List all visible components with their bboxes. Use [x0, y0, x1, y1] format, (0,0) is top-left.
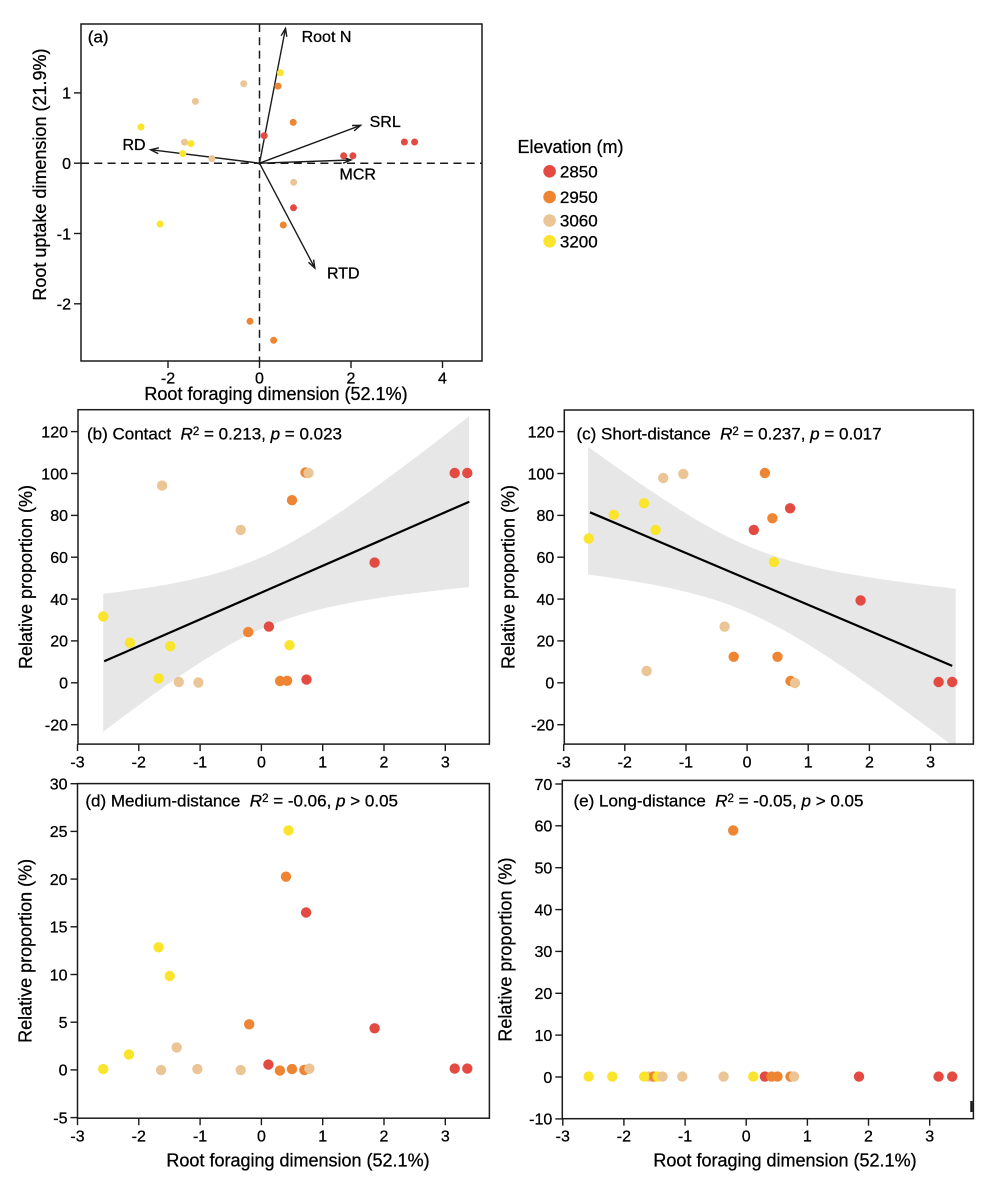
- svg-text:(d) Medium-distance R2 = -0.0: (d) Medium-distance R2 = -0.06, p > 0.05: [85, 792, 398, 811]
- svg-text:0: 0: [59, 1063, 68, 1080]
- svg-text:Relative proportion (%): Relative proportion (%): [499, 485, 519, 669]
- svg-text:20: 20: [537, 634, 555, 651]
- svg-text:120: 120: [528, 424, 555, 441]
- svg-text:2: 2: [380, 1129, 389, 1146]
- svg-text:3060: 3060: [560, 212, 598, 231]
- svg-text:10: 10: [535, 1028, 553, 1045]
- svg-text:1: 1: [803, 1129, 812, 1146]
- svg-text:Elevation (m): Elevation (m): [518, 137, 624, 157]
- svg-text:-1: -1: [679, 755, 693, 772]
- svg-text:(c) Short-distance R2 = 0.237: (c) Short-distance R2 = 0.237, p = 0.017: [577, 425, 882, 444]
- svg-text:RTD: RTD: [327, 266, 360, 283]
- svg-text:60: 60: [537, 550, 555, 567]
- svg-text:-3: -3: [556, 1129, 570, 1146]
- svg-text:3: 3: [925, 1129, 934, 1146]
- svg-text:0: 0: [742, 1129, 751, 1146]
- svg-text:(b) Contact R2 = 0.213, p = 0: (b) Contact R2 = 0.213, p = 0.023: [87, 425, 342, 444]
- svg-text:Root N: Root N: [302, 29, 352, 46]
- svg-text:-1: -1: [678, 1129, 692, 1146]
- svg-text:15: 15: [50, 920, 68, 937]
- svg-text:60: 60: [535, 819, 553, 836]
- svg-text:20: 20: [50, 872, 68, 889]
- svg-text:-1: -1: [193, 755, 207, 772]
- svg-text:10: 10: [50, 967, 68, 984]
- svg-text:1: 1: [804, 755, 813, 772]
- svg-text:0: 0: [543, 1070, 552, 1087]
- svg-text:2: 2: [864, 1129, 873, 1146]
- svg-text:-1: -1: [193, 1129, 207, 1146]
- svg-text:RD: RD: [123, 137, 146, 154]
- svg-text:3: 3: [441, 755, 450, 772]
- svg-text:-2: -2: [57, 297, 71, 314]
- svg-text:Root foraging dimension (52.1%: Root foraging dimension (52.1%): [653, 1151, 916, 1171]
- svg-text:-2: -2: [161, 371, 175, 388]
- svg-text:3: 3: [441, 1129, 450, 1146]
- svg-text:-20: -20: [531, 717, 554, 734]
- svg-text:0: 0: [257, 755, 266, 772]
- svg-text:-20: -20: [45, 717, 68, 734]
- svg-text:20: 20: [535, 986, 553, 1003]
- svg-text:0: 0: [743, 755, 752, 772]
- svg-text:0: 0: [255, 371, 264, 388]
- svg-text:25: 25: [50, 824, 68, 841]
- svg-text:-3: -3: [557, 755, 571, 772]
- svg-text:60: 60: [50, 550, 68, 567]
- svg-text:1: 1: [62, 86, 71, 103]
- svg-text:-10: -10: [529, 1112, 552, 1129]
- svg-text:2: 2: [380, 755, 389, 772]
- svg-text:Root foraging dimension (52.1%: Root foraging dimension (52.1%): [144, 384, 407, 404]
- svg-text:0: 0: [59, 676, 68, 693]
- svg-text:70: 70: [535, 777, 553, 794]
- svg-text:1: 1: [318, 755, 327, 772]
- svg-text:Relative proportion (%): Relative proportion (%): [16, 859, 36, 1043]
- svg-text:30: 30: [50, 777, 68, 794]
- svg-text:20: 20: [50, 634, 68, 651]
- svg-text:-3: -3: [70, 755, 84, 772]
- svg-text:SRL: SRL: [370, 114, 401, 131]
- svg-text:Relative proportion (%): Relative proportion (%): [496, 858, 516, 1042]
- svg-text:30: 30: [535, 944, 553, 961]
- svg-text:-2: -2: [618, 755, 632, 772]
- svg-text:-2: -2: [132, 1129, 146, 1146]
- svg-text:3200: 3200: [560, 232, 598, 251]
- svg-text:100: 100: [41, 466, 68, 483]
- svg-text:100: 100: [528, 466, 555, 483]
- svg-text:Relative proportion (%): Relative proportion (%): [16, 485, 36, 669]
- svg-text:-2: -2: [132, 755, 146, 772]
- svg-text:40: 40: [50, 592, 68, 609]
- svg-text:80: 80: [50, 508, 68, 525]
- svg-text:50: 50: [535, 861, 553, 878]
- svg-text:2950: 2950: [560, 188, 598, 207]
- svg-text:Root uptake dimension (21.9%): Root uptake dimension (21.9%): [30, 49, 50, 301]
- svg-text:3: 3: [926, 755, 935, 772]
- svg-text:4: 4: [438, 371, 447, 388]
- svg-text:2850: 2850: [560, 162, 598, 181]
- svg-text:80: 80: [537, 508, 555, 525]
- svg-text:40: 40: [535, 902, 553, 919]
- svg-text:2: 2: [865, 755, 874, 772]
- svg-text:-3: -3: [70, 1129, 84, 1146]
- svg-text:0: 0: [545, 676, 554, 693]
- svg-text:2: 2: [347, 371, 356, 388]
- svg-text:120: 120: [41, 424, 68, 441]
- svg-text:40: 40: [537, 592, 555, 609]
- svg-text:-5: -5: [53, 1110, 67, 1127]
- svg-text:-2: -2: [617, 1129, 631, 1146]
- svg-text:0: 0: [62, 156, 71, 173]
- svg-text:(a): (a): [88, 28, 109, 47]
- svg-text:(e) Long-distance R2 = -0.05,: (e) Long-distance R2 = -0.05, p > 0.05: [574, 792, 864, 811]
- svg-text:-1: -1: [57, 226, 71, 243]
- svg-text:MCR: MCR: [340, 166, 376, 183]
- svg-text:Root foraging dimension (52.1%: Root foraging dimension (52.1%): [166, 1151, 429, 1171]
- svg-text:0: 0: [257, 1129, 266, 1146]
- svg-text:1: 1: [318, 1129, 327, 1146]
- svg-text:5: 5: [59, 1015, 68, 1032]
